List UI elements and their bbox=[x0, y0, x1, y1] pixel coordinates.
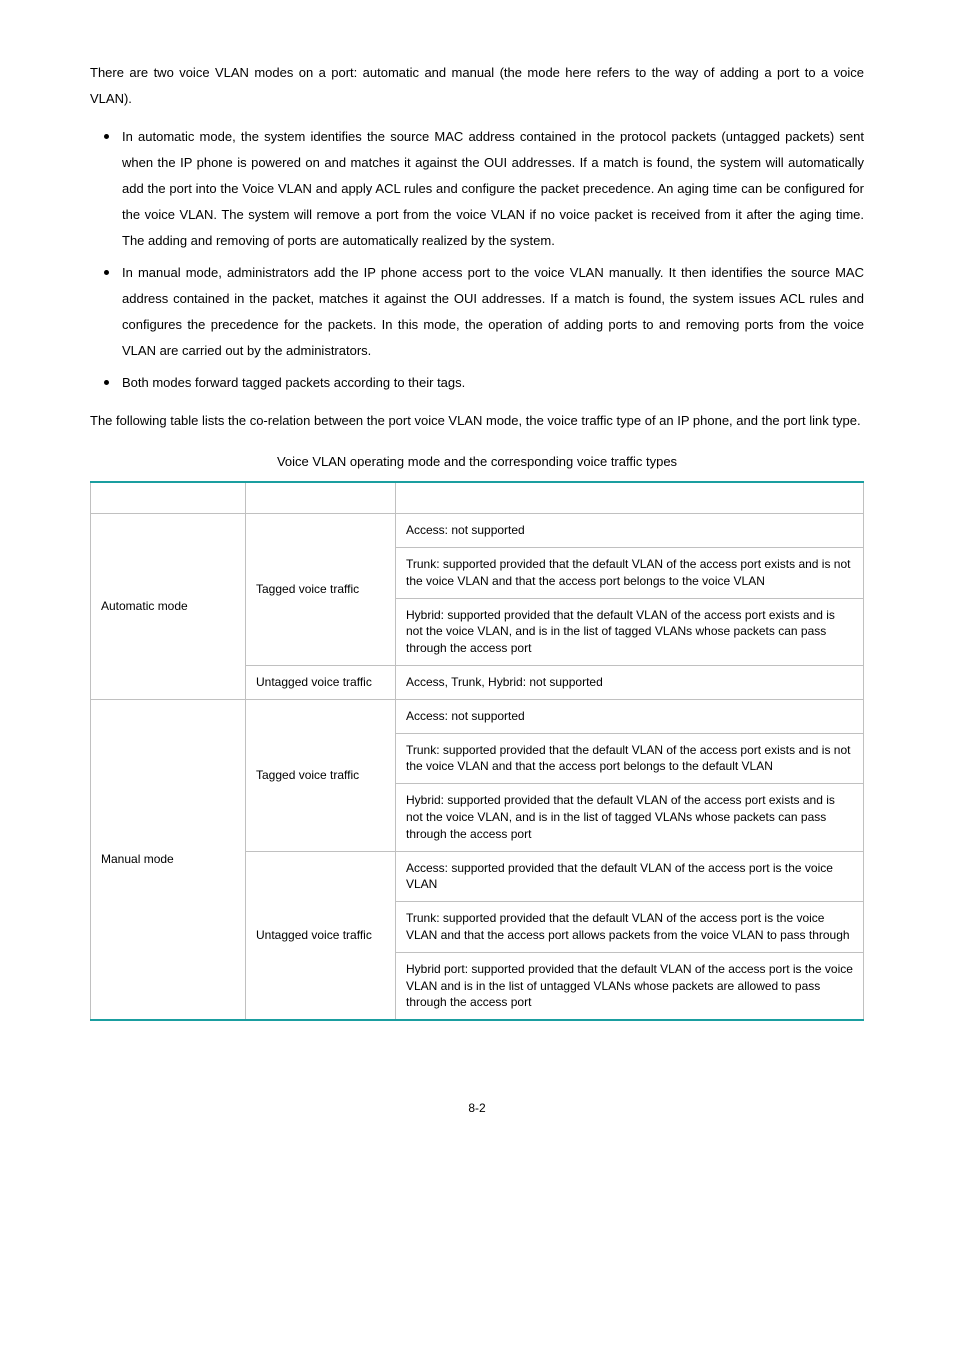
cell-man-untagged: Untagged voice traffic bbox=[246, 851, 396, 1020]
intro-bullet-2: In manual mode, administrators add the I… bbox=[90, 260, 864, 364]
intro-bullet-list: In automatic mode, the system identifies… bbox=[90, 124, 864, 396]
cell-manual-mode: Manual mode bbox=[91, 699, 246, 1020]
cell-man-untag-access: Access: supported provided that the defa… bbox=[396, 851, 864, 902]
cell-auto-tagged: Tagged voice traffic bbox=[246, 514, 396, 666]
cell-auto-untag-all: Access, Trunk, Hybrid: not supported bbox=[396, 666, 864, 700]
cell-auto-mode: Automatic mode bbox=[91, 514, 246, 700]
intro-bullet-3: Both modes forward tagged packets accord… bbox=[90, 370, 864, 396]
voice-vlan-table: Automatic mode Tagged voice traffic Acce… bbox=[90, 481, 864, 1021]
intro-paragraph-1: There are two voice VLAN modes on a port… bbox=[90, 60, 864, 112]
table-row: Manual mode Tagged voice traffic Access:… bbox=[91, 699, 864, 733]
table-header-row bbox=[91, 482, 864, 514]
intro-paragraph-2: The following table lists the co-relatio… bbox=[90, 408, 864, 434]
cell-man-tag-trunk: Trunk: supported provided that the defau… bbox=[396, 733, 864, 784]
header-link bbox=[396, 482, 864, 514]
header-mode bbox=[91, 482, 246, 514]
cell-man-untag-trunk: Trunk: supported provided that the defau… bbox=[396, 902, 864, 953]
cell-auto-tag-trunk: Trunk: supported provided that the defau… bbox=[396, 548, 864, 599]
table-caption: Voice VLAN operating mode and the corres… bbox=[90, 452, 864, 473]
cell-auto-tag-hybrid: Hybrid: supported provided that the defa… bbox=[396, 598, 864, 665]
cell-auto-untagged: Untagged voice traffic bbox=[246, 666, 396, 700]
page-number: 8-2 bbox=[90, 1101, 864, 1115]
cell-man-untag-hybrid: Hybrid port: supported provided that the… bbox=[396, 952, 864, 1020]
header-traffic bbox=[246, 482, 396, 514]
table-row: Automatic mode Tagged voice traffic Acce… bbox=[91, 514, 864, 548]
cell-auto-tag-access: Access: not supported bbox=[396, 514, 864, 548]
cell-man-tag-access: Access: not supported bbox=[396, 699, 864, 733]
cell-man-tag-hybrid: Hybrid: supported provided that the defa… bbox=[396, 784, 864, 851]
cell-man-tagged: Tagged voice traffic bbox=[246, 699, 396, 851]
intro-bullet-1: In automatic mode, the system identifies… bbox=[90, 124, 864, 254]
